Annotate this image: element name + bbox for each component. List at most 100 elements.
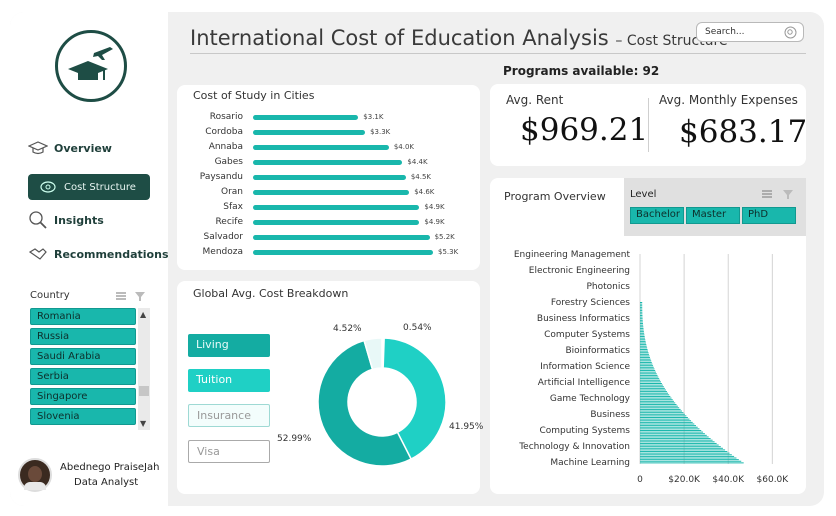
legend-visa[interactable]: Visa bbox=[188, 440, 270, 463]
title-divider bbox=[190, 53, 806, 54]
program-label: Bioinformatics bbox=[565, 346, 630, 356]
country-item[interactable]: Singapore bbox=[30, 388, 136, 405]
country-item[interactable]: Serbia bbox=[30, 368, 136, 385]
city-bar-value: $4.4K bbox=[407, 158, 428, 166]
nav-cost-structure-label: Cost Structure bbox=[64, 181, 136, 193]
clear-filter-icon[interactable] bbox=[134, 290, 148, 302]
city-bar bbox=[253, 250, 433, 255]
cost-donut-chart bbox=[317, 337, 447, 467]
level-master[interactable]: Master bbox=[686, 207, 740, 224]
program-label: Forestry Sciences bbox=[550, 298, 630, 308]
avg-rent-label: Avg. Rent bbox=[506, 93, 564, 107]
program-bar bbox=[640, 379, 661, 381]
program-bar bbox=[640, 342, 646, 344]
program-bar bbox=[640, 374, 658, 376]
program-bar bbox=[640, 400, 674, 402]
search-input[interactable]: Search... bbox=[696, 22, 804, 42]
program-bar bbox=[640, 417, 688, 419]
city-bar-row: Paysandu $4.5K bbox=[177, 172, 480, 184]
city-label: Cordoba bbox=[205, 127, 243, 137]
country-item[interactable]: Slovenia bbox=[30, 408, 136, 425]
city-bar bbox=[253, 115, 359, 120]
program-bar bbox=[640, 306, 643, 308]
program-bar bbox=[640, 455, 735, 457]
program-label: Machine Learning bbox=[550, 458, 630, 468]
nav-cost-structure[interactable]: Cost Structure bbox=[28, 174, 150, 200]
city-bar-row: Recife $4.9K bbox=[177, 217, 480, 229]
search-icon[interactable] bbox=[784, 26, 797, 39]
program-bar bbox=[640, 446, 721, 448]
program-bar bbox=[640, 433, 705, 435]
program-bar bbox=[640, 395, 671, 397]
country-scrollbar[interactable]: ▲ ▼ bbox=[138, 308, 150, 430]
program-bar bbox=[640, 361, 652, 363]
program-bar bbox=[640, 365, 654, 367]
program-label: Technology & Innovation bbox=[519, 442, 630, 452]
program-bar bbox=[640, 352, 649, 354]
nav-insights[interactable]: Insights bbox=[28, 210, 104, 230]
level-phd[interactable]: PhD bbox=[742, 207, 796, 224]
city-bar bbox=[253, 130, 366, 135]
city-label: Annaba bbox=[208, 142, 243, 152]
program-bar bbox=[640, 386, 664, 388]
level-multi-select-icon[interactable] bbox=[760, 188, 774, 200]
program-bar bbox=[640, 434, 707, 436]
search-placeholder: Search... bbox=[705, 27, 745, 37]
scroll-thumb[interactable] bbox=[139, 386, 149, 396]
program-bar bbox=[640, 381, 661, 383]
multi-select-icon[interactable] bbox=[114, 290, 128, 302]
city-bar bbox=[253, 190, 410, 195]
city-bar-value: $3.3K bbox=[370, 128, 391, 136]
level-bachelor[interactable]: Bachelor bbox=[630, 207, 684, 224]
program-bar bbox=[640, 376, 659, 378]
donut-label-tuition: 41.95% bbox=[449, 422, 484, 432]
program-bar bbox=[640, 444, 719, 446]
program-label: Photonics bbox=[586, 282, 630, 292]
program-bar bbox=[640, 420, 692, 422]
program-bar bbox=[640, 405, 678, 407]
city-bar-row: Oran $4.6K bbox=[177, 187, 480, 199]
city-chart-title: Cost of Study in Cities bbox=[193, 89, 315, 102]
program-bar bbox=[640, 303, 643, 305]
program-bar bbox=[640, 310, 643, 312]
donut-slice-living[interactable] bbox=[317, 339, 413, 467]
program-bar bbox=[640, 326, 644, 328]
program-bar bbox=[640, 319, 643, 321]
program-bar-chart: 0 $20.0K $40.0K $60.0K bbox=[637, 254, 789, 485]
program-bar bbox=[640, 371, 656, 373]
program-bar bbox=[640, 355, 650, 357]
donut-slice-insurance[interactable] bbox=[363, 337, 383, 371]
program-bar bbox=[640, 402, 676, 404]
scroll-up-icon[interactable]: ▲ bbox=[140, 310, 147, 319]
program-bar bbox=[640, 389, 666, 391]
city-bar bbox=[253, 145, 389, 150]
nav-recommendations[interactable]: Recommendations bbox=[28, 244, 169, 264]
avg-rent-value: $969.21 bbox=[520, 112, 649, 148]
donut-label-insurance: 4.52% bbox=[333, 324, 362, 334]
program-bar bbox=[640, 407, 680, 409]
program-bar bbox=[640, 316, 643, 318]
country-item[interactable]: Romania bbox=[30, 308, 136, 325]
country-filter-label: Country bbox=[30, 290, 70, 301]
page-title: International Cost of Education Analysis… bbox=[190, 26, 728, 50]
program-bar bbox=[640, 378, 660, 380]
program-bar bbox=[640, 344, 647, 346]
city-bar-row: Sfax $4.9K bbox=[177, 202, 480, 214]
program-bar bbox=[640, 425, 697, 427]
level-clear-filter-icon[interactable] bbox=[782, 188, 796, 200]
city-bar-value: $5.2K bbox=[434, 233, 455, 241]
city-label: Oran bbox=[220, 187, 243, 197]
legend-tuition[interactable]: Tuition bbox=[188, 369, 270, 392]
city-bar-row: Mendoza $5.3K bbox=[177, 247, 480, 259]
nav-overview[interactable]: Overview bbox=[28, 138, 112, 158]
country-item[interactable]: Saudi Arabia bbox=[30, 348, 136, 365]
scroll-down-icon[interactable]: ▼ bbox=[140, 419, 147, 428]
program-bar bbox=[640, 383, 662, 384]
program-bar bbox=[640, 340, 646, 342]
donut-slice-tuition[interactable] bbox=[382, 337, 447, 461]
legend-insurance[interactable]: Insurance bbox=[188, 404, 270, 427]
program-bar bbox=[640, 454, 732, 456]
legend-living[interactable]: Living bbox=[188, 334, 270, 357]
country-item[interactable]: Russia bbox=[30, 328, 136, 345]
money-icon bbox=[40, 181, 56, 193]
